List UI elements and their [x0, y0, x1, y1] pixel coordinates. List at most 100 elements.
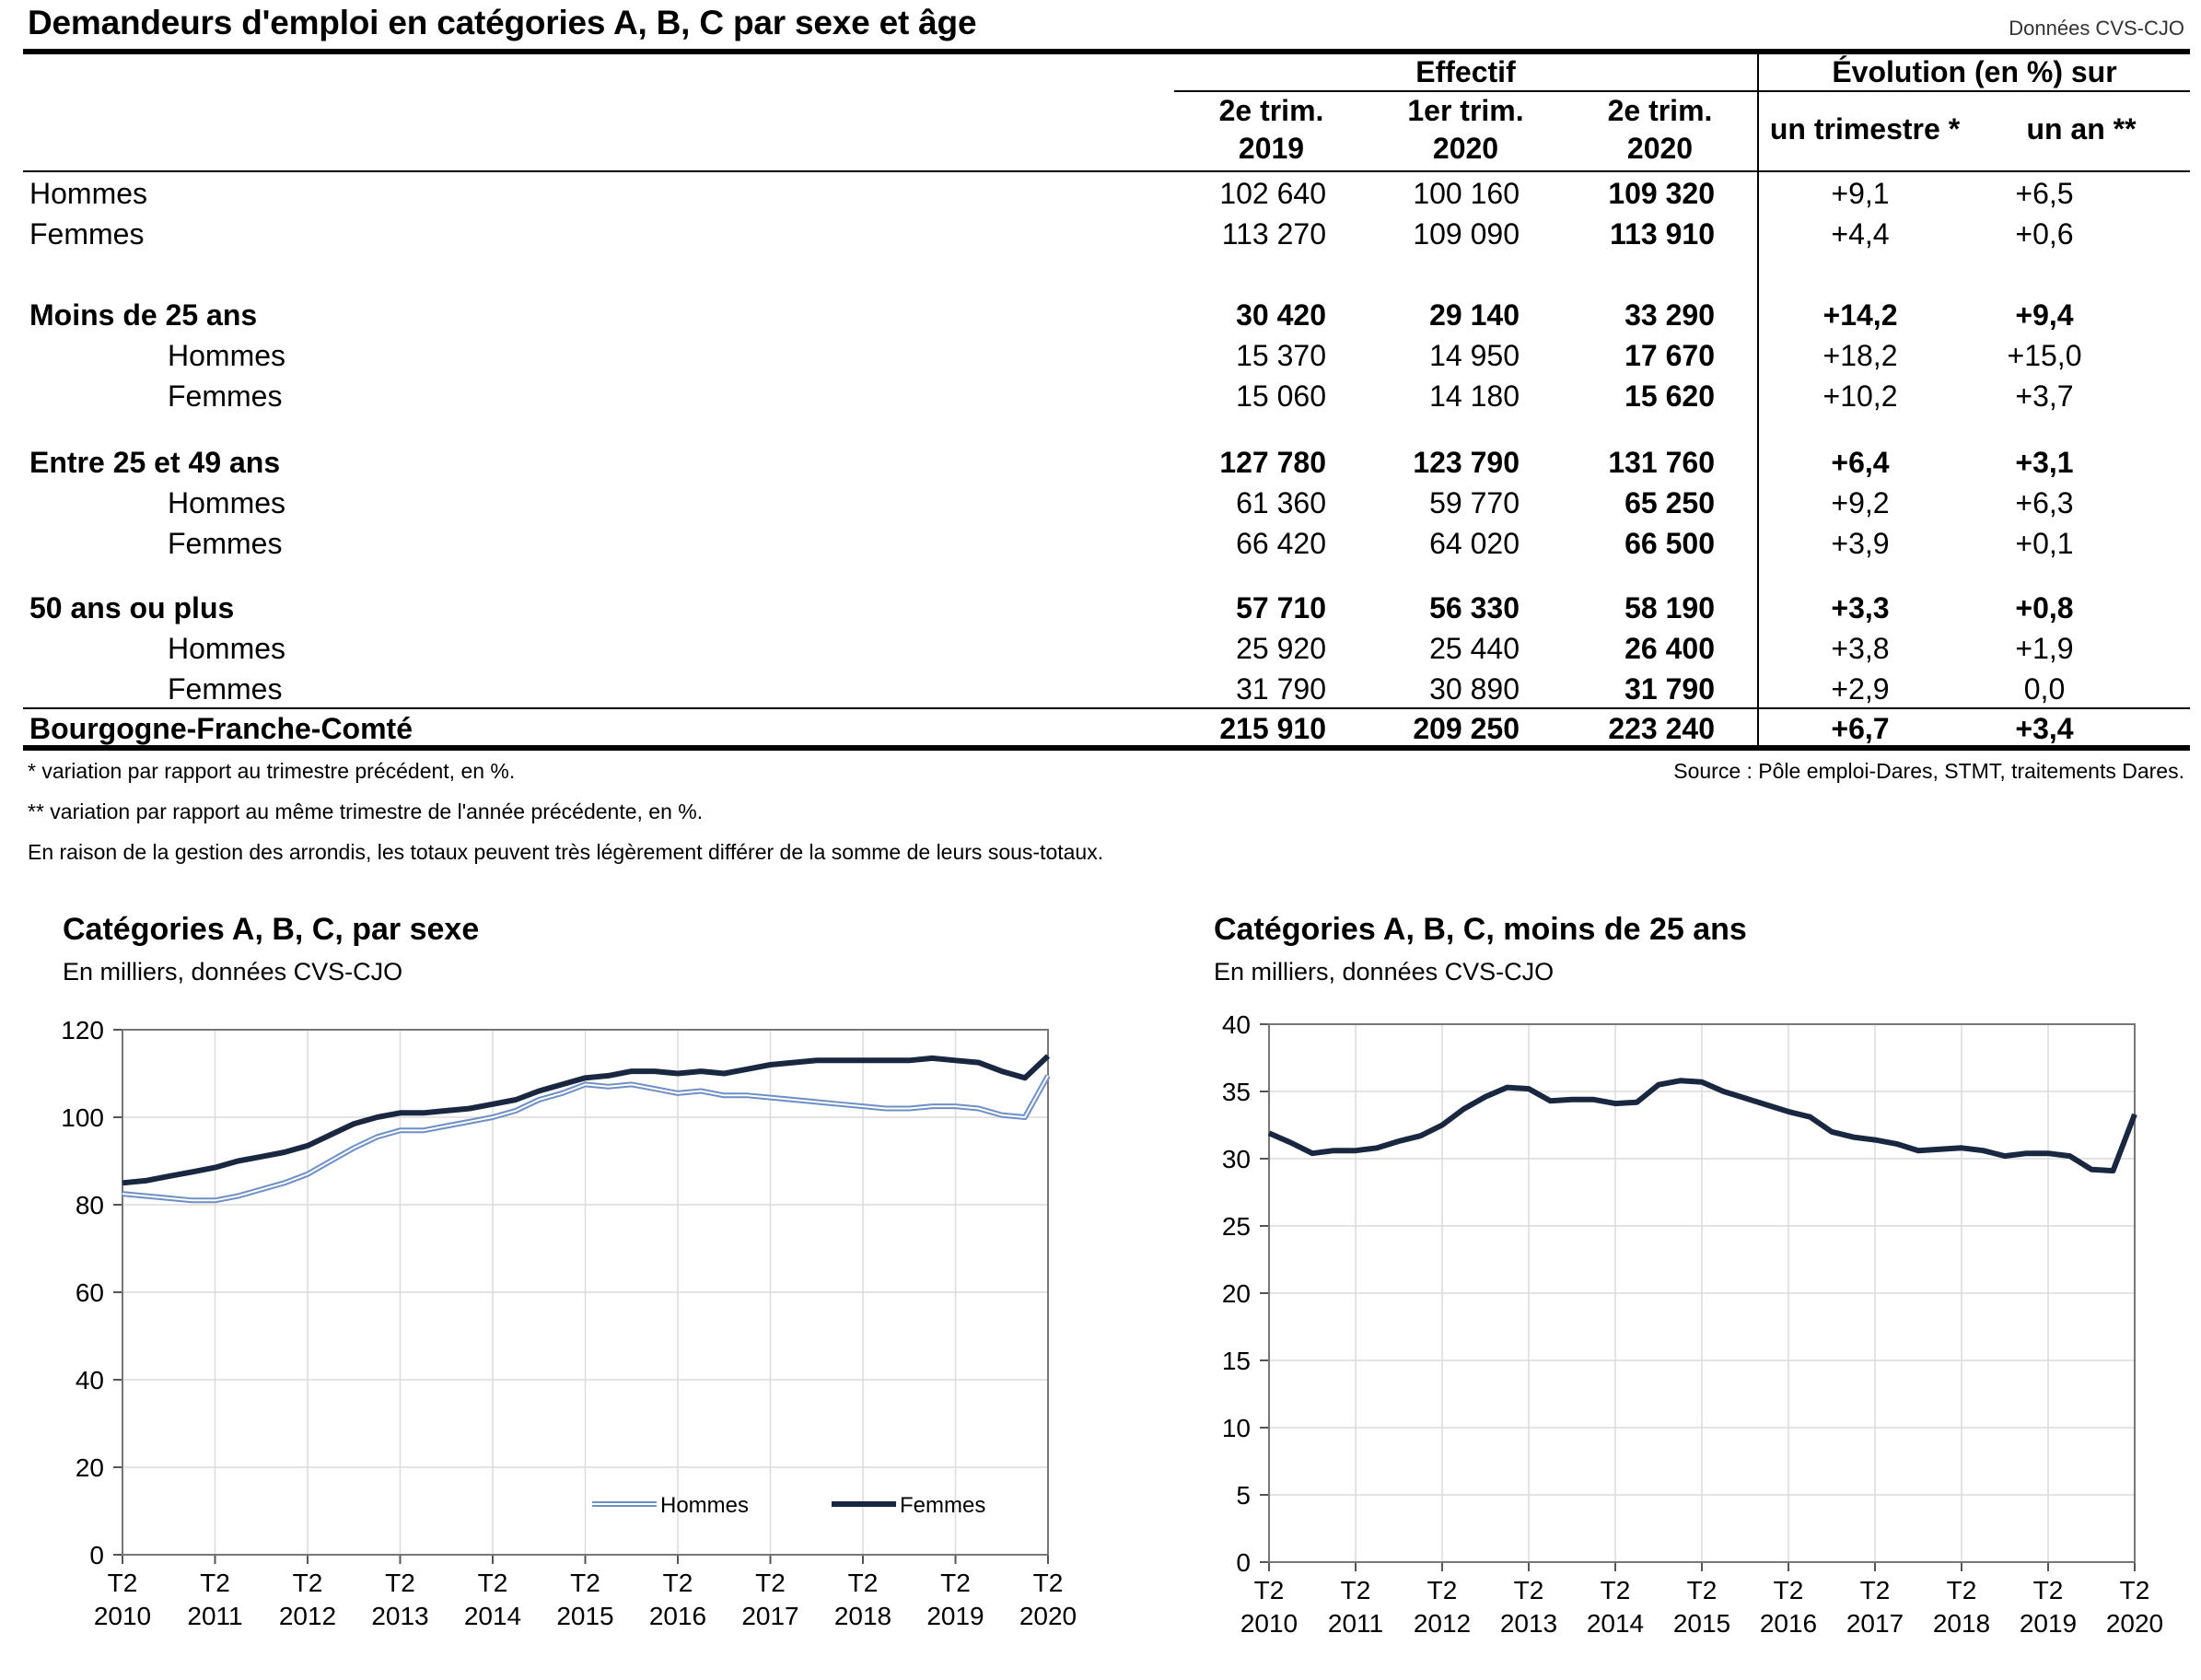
x-tick-label-year: 2014 [464, 1602, 521, 1630]
value-q1-2020: 30 890 [1429, 672, 1520, 706]
chart-sexe: 0 20 40 60 80 100 120 T2 2010 T2 2011 T2 2012 T2 2013 T… [61, 1016, 1077, 1630]
y-tick-label: 20 [1222, 1279, 1251, 1308]
plot-frame [1268, 1023, 2136, 1563]
evol-trimestre: +3,3 [1831, 591, 1890, 624]
x-tick-label-quarter: T2 [1341, 1576, 1371, 1604]
x-tick-label-quarter: T2 [2033, 1576, 2064, 1604]
x-tick-label-quarter: T2 [478, 1569, 508, 1597]
row-label: Entre 25 et 49 ans [29, 446, 281, 479]
evol-an: +1,9 [2015, 632, 2074, 665]
table-row: 50 ans ou plus 57 710 56 330 58 190 +3,3 +0,8 [0, 588, 2201, 628]
footnote-trimestre: * variation par rapport au trimestre pré… [28, 759, 516, 783]
x-tick-label-quarter: T2 [1687, 1576, 1718, 1604]
value-q2-2020: 33 290 [1625, 298, 1715, 332]
x-tick-label-quarter: T2 [293, 1569, 323, 1597]
evolution-underline [1759, 90, 2190, 92]
evol-an: +0,6 [2015, 217, 2074, 251]
page-title: Demandeurs d'emploi en catégories A, B, … [28, 4, 977, 41]
value-q2-2020: 113 910 [1610, 217, 1715, 251]
chart-jeunes-subtitle: En milliers, données CVS-CJO [1214, 958, 1555, 986]
value-q2-2019: 102 640 [1219, 177, 1326, 210]
x-tick-label-year: 2018 [1933, 1609, 1990, 1638]
data-note: Données CVS-CJO [2009, 17, 2184, 40]
row-label: Hommes [168, 632, 286, 665]
col-header-line2: 2020 [1626, 132, 1694, 165]
y-tick-label: 0 [89, 1541, 104, 1569]
y-tick-label: 35 [1222, 1078, 1251, 1106]
value-q2-2019: 127 780 [1219, 446, 1326, 479]
value-q2-2019: 30 420 [1236, 298, 1326, 332]
footnote-arrondis: En raison de la gestion des arrondis, le… [28, 840, 1104, 864]
value-q1-2020: 14 180 [1429, 379, 1520, 413]
y-tick-label: 5 [1236, 1481, 1251, 1510]
series-line-femmes [122, 1054, 1051, 1186]
evol-an: +6,3 [2015, 486, 2074, 519]
y-tick-label: 40 [76, 1366, 104, 1394]
table-row: Femmes 15 060 14 180 15 620 +10,2 +3,7 [0, 376, 2201, 416]
chart-sexe-title: Catégories A, B, C, par sexe [63, 912, 480, 947]
row-label: Femmes [168, 379, 283, 413]
y-tick-label: 60 [76, 1278, 104, 1307]
value-q2-2020: 223 240 [1608, 712, 1715, 745]
value-q2-2020: 31 790 [1625, 672, 1715, 706]
table-row: Hommes 102 640 100 160 109 320 +9,1 +6,5 [0, 173, 2201, 214]
col-header-q2-2020: 2e trim. 2020 [1563, 92, 1757, 168]
chart-jeunes-title: Catégories A, B, C, moins de 25 ans [1214, 912, 1747, 947]
value-q1-2020: 123 790 [1413, 446, 1520, 479]
value-q1-2020: 100 160 [1413, 177, 1520, 210]
value-q2-2019: 15 060 [1236, 379, 1326, 413]
evol-trimestre: +14,2 [1823, 298, 1898, 332]
legend-label: Hommes [660, 1493, 749, 1518]
col-header-line2: 2020 [1432, 132, 1499, 165]
x-tick-label-year: 2016 [1760, 1609, 1817, 1638]
x-tick-label-year: 2011 [187, 1602, 242, 1630]
x-tick-label-year: 2012 [279, 1602, 336, 1630]
evol-trimestre: +4,4 [1831, 217, 1890, 251]
value-q2-2019: 25 920 [1236, 632, 1326, 665]
table-row: Femmes 66 420 64 020 66 500 +3,9 +0,1 [0, 523, 2201, 564]
evol-an: +3,7 [2015, 379, 2074, 413]
y-tick-label: 20 [76, 1453, 104, 1482]
effectif-header: Effectif [1415, 55, 1516, 88]
x-tick-label-quarter: T2 [1601, 1576, 1631, 1604]
value-q2-2019: 215 910 [1219, 712, 1326, 745]
evol-an: +6,5 [2015, 177, 2074, 210]
col-header-trimestre: un trimestre * [1769, 112, 1961, 146]
x-tick-label-quarter: T2 [200, 1569, 230, 1597]
chart-sexe-subtitle: En milliers, données CVS-CJO [63, 958, 403, 986]
value-q1-2020: 64 020 [1429, 527, 1520, 560]
x-tick-label-quarter: T2 [1254, 1576, 1285, 1604]
table-row: Femmes 31 790 30 890 31 790 +2,9 0,0 [0, 669, 2201, 709]
evol-trimestre: +9,1 [1831, 177, 1890, 210]
series-line-inner [122, 1075, 1049, 1202]
evol-trimestre: +3,8 [1831, 632, 1890, 665]
y-tick-label: 0 [1236, 1548, 1251, 1577]
row-label: Hommes [29, 177, 148, 210]
x-tick-label-year: 2015 [556, 1602, 613, 1630]
x-tick-label-quarter: T2 [755, 1569, 786, 1597]
evol-trimestre: +10,2 [1823, 379, 1898, 413]
value-q2-2019: 113 270 [1221, 217, 1326, 251]
x-tick-label-quarter: T2 [1514, 1576, 1544, 1604]
y-tick-label: 120 [61, 1016, 104, 1044]
table-row: Hommes 15 370 14 950 17 670 +18,2 +15,0 [0, 335, 2201, 376]
row-label: Femmes [29, 217, 145, 251]
col-header-line2: 2019 [1238, 132, 1305, 165]
evol-an: 0,0 [2023, 672, 2066, 706]
x-tick-label-year: 2019 [926, 1602, 984, 1630]
x-tick-label-year: 2011 [1328, 1609, 1383, 1638]
col-header-q1-2020: 1er trim. 2020 [1368, 92, 1563, 168]
table-row: Entre 25 et 49 ans 127 780 123 790 131 760 +… [0, 442, 2201, 483]
value-q1-2020: 109 090 [1413, 217, 1520, 251]
value-q2-2020: 26 400 [1625, 632, 1715, 665]
value-q2-2020: 109 320 [1608, 177, 1715, 210]
y-tick-label: 40 [1222, 1010, 1251, 1039]
table-bottom-rule [23, 745, 2190, 751]
x-tick-label-year: 2010 [1240, 1609, 1298, 1638]
value-q2-2020: 15 620 [1625, 379, 1715, 413]
x-tick-label-quarter: T2 [108, 1569, 138, 1597]
table-row: Hommes 61 360 59 770 65 250 +9,2 +6,3 [0, 483, 2201, 523]
row-label: Moins de 25 ans [29, 298, 258, 332]
x-tick-label-quarter: T2 [1427, 1576, 1458, 1604]
evol-an: +3,4 [2015, 712, 2074, 745]
